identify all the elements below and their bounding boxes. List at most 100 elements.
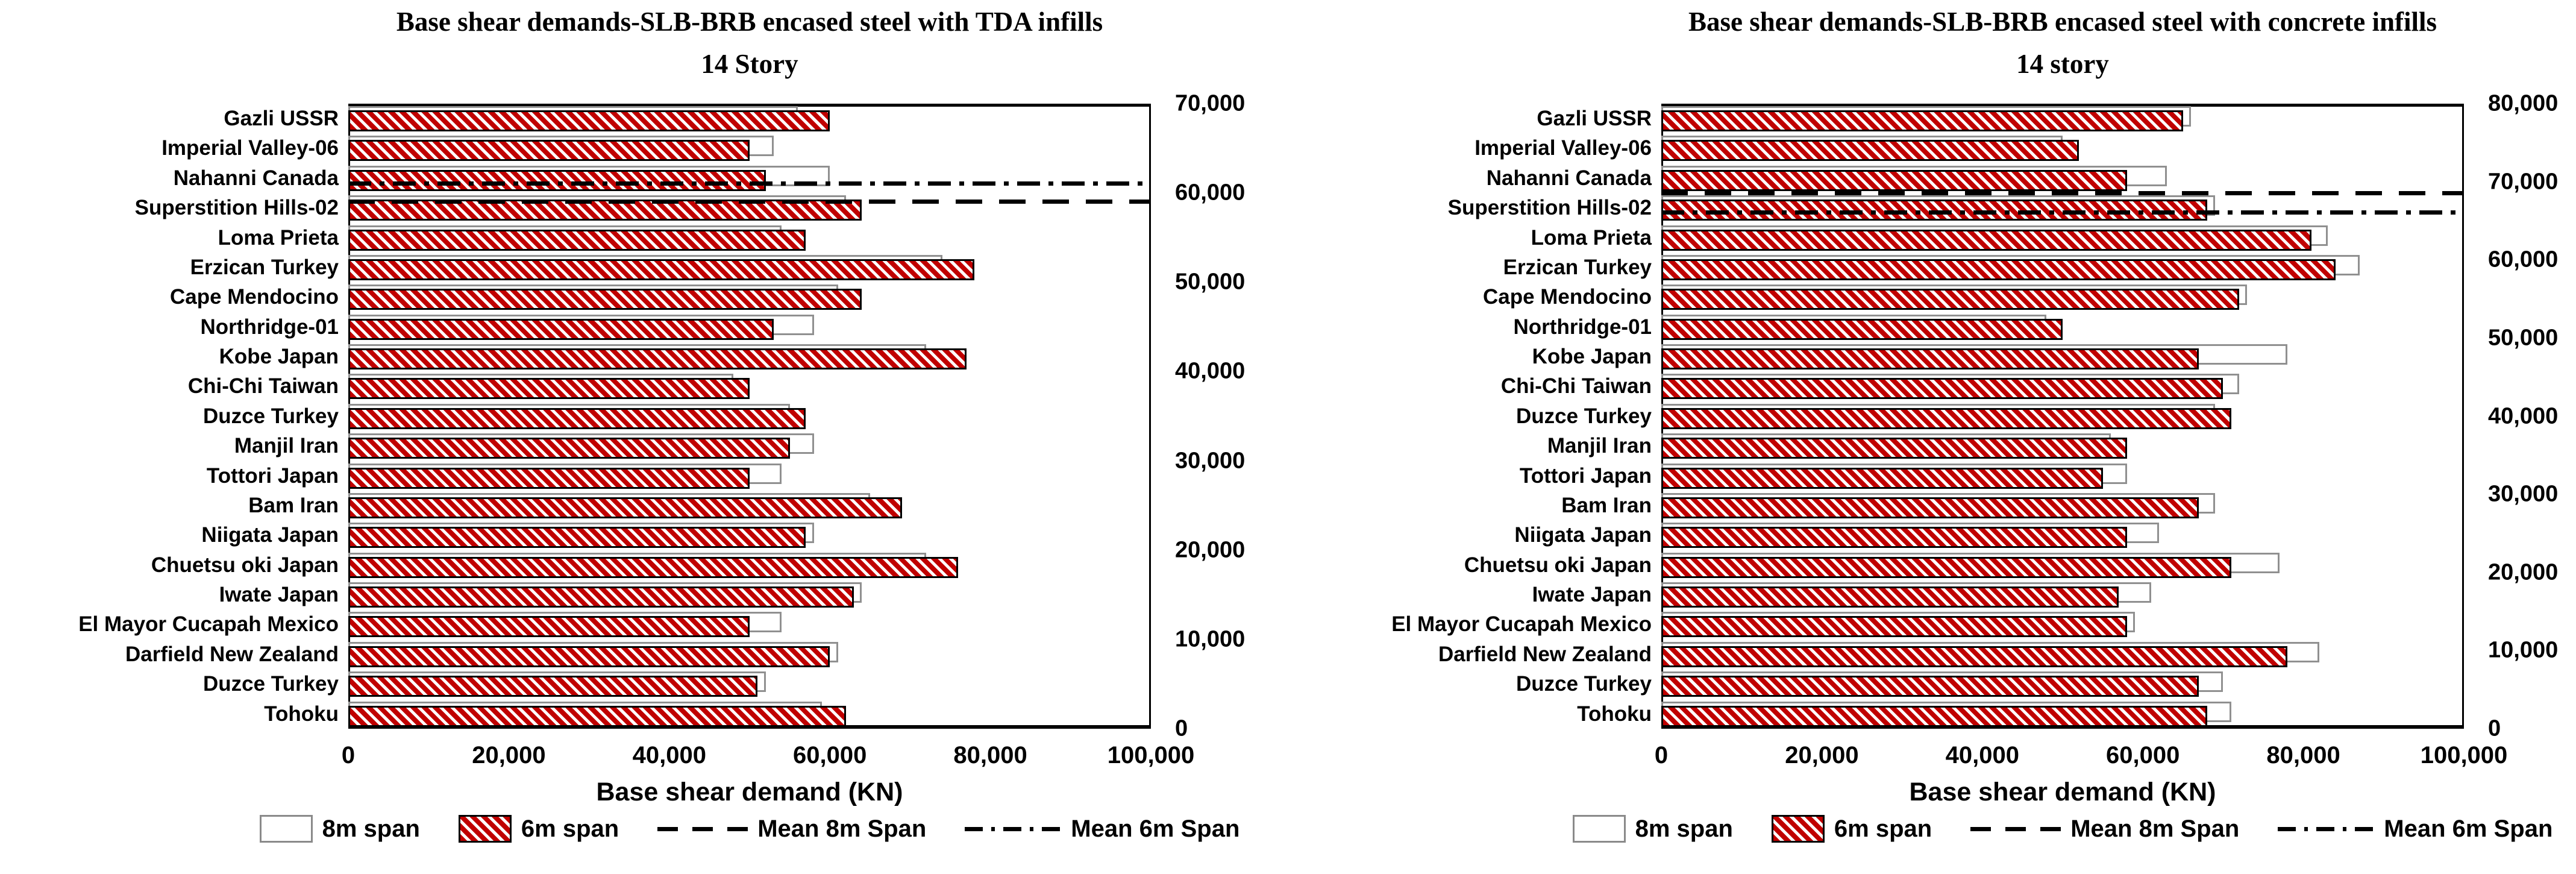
category-label: Kobe Japan: [1532, 345, 1652, 369]
x-axis-title: Base shear demand (KN): [1909, 778, 2216, 806]
category-label: Cape Mendocino: [169, 285, 339, 309]
right-axis-tick-label: 70,000: [2488, 169, 2559, 195]
category-label: Iwate Japan: [1532, 583, 1652, 607]
legend-item-6m-span: 6m span: [458, 815, 619, 843]
right-axis-tick-label: 30,000: [1175, 448, 1246, 474]
bar-6m-span: [348, 348, 967, 370]
category-label: Kobe Japan: [219, 345, 339, 369]
bar-6m-span: [348, 438, 790, 459]
category-label: Duzce Turkey: [1516, 404, 1652, 428]
legend-label-mean-8m: Mean 8m Span: [2070, 815, 2240, 842]
bar-6m-span: [348, 229, 806, 251]
legend-item-6m-span: 6m span: [1771, 815, 1932, 843]
legend-dash-dot-line-icon: [2278, 826, 2375, 831]
bar-6m-span: [348, 556, 959, 578]
category-label: Nahanni Canada: [173, 166, 339, 190]
bar-6m-span: [348, 497, 903, 518]
legend-label-6m-span: 6m span: [521, 815, 619, 842]
category-label: Erzican Turkey: [1503, 255, 1652, 279]
bar-6m-span: [1661, 438, 2127, 459]
right-axis-tick-label: 70,000: [1175, 90, 1246, 116]
right-axis-tick-label: 80,000: [2488, 90, 2559, 116]
category-label: Manjil Iran: [1547, 434, 1652, 458]
bar-6m-span: [348, 259, 974, 280]
legend: 8m span 6m span Mean 8m Span Mean 6m Spa…: [1572, 815, 2552, 843]
category-label: Loma Prieta: [218, 225, 339, 250]
right-axis-tick-label: 40,000: [1175, 358, 1246, 384]
x-axis-tick-label: 80,000: [2266, 742, 2340, 769]
right-axis-tick-label: 10,000: [1175, 626, 1246, 652]
category-label: Duzce Turkey: [1516, 672, 1652, 696]
legend-swatch-8m-span: [1572, 815, 1626, 843]
right-axis-tick-label: 60,000: [2488, 247, 2559, 272]
bar-6m-span: [1661, 705, 2207, 727]
chart-subtitle: 14 story: [2016, 49, 2109, 79]
bar-6m-span: [348, 586, 854, 608]
right-axis-tick-label: 50,000: [1175, 269, 1246, 295]
x-axis-tick-label: 20,000: [1785, 742, 1859, 769]
bar-6m-span: [348, 407, 806, 429]
category-label: Niigata Japan: [1514, 523, 1652, 547]
category-label: Chi-Chi Taiwan: [187, 374, 339, 398]
legend-label-mean-6m: Mean 6m Span: [1071, 815, 1240, 842]
bar-6m-span: [1661, 378, 2223, 400]
category-label: Imperial Valley-06: [1474, 136, 1652, 160]
category-label: Duzce Turkey: [203, 404, 339, 428]
chart-subtitle: 14 Story: [701, 49, 798, 79]
chart-title: Base shear demands-SLB-BRB encased steel…: [396, 7, 1103, 37]
legend-label-mean-6m: Mean 6m Span: [2384, 815, 2553, 842]
mean-6m-span-line: [1661, 210, 2464, 215]
legend-swatch-6m-span: [458, 815, 512, 843]
x-axis-tick-label: 100,000: [1107, 742, 1195, 769]
category-label: Northridge-01: [200, 315, 339, 339]
bar-6m-span: [348, 676, 758, 697]
bar-6m-span: [1661, 110, 2183, 131]
legend: 8m span 6m span Mean 8m Span Mean 6m Spa…: [259, 815, 1239, 843]
bar-6m-span: [348, 705, 846, 727]
right-axis-tick-label: 0: [1175, 715, 1188, 741]
category-label: Northridge-01: [1513, 315, 1652, 339]
bar-6m-span: [348, 169, 766, 191]
bar-6m-span: [348, 140, 750, 162]
x-axis-tick-label: 40,000: [1945, 742, 2019, 769]
category-label: Chi-Chi Taiwan: [1500, 374, 1652, 398]
legend-dashed-line-icon: [657, 826, 748, 831]
mean-8m-span-line: [348, 199, 1151, 204]
bar-6m-span: [1661, 200, 2207, 221]
category-label: Niigata Japan: [201, 523, 339, 547]
bar-6m-span: [1661, 586, 2119, 608]
bar-6m-span: [348, 616, 750, 638]
legend-label-mean-8m: Mean 8m Span: [757, 815, 927, 842]
right-axis-tick-label: 20,000: [2488, 559, 2559, 585]
right-axis-tick-label: 60,000: [1175, 180, 1246, 206]
bar-6m-span: [1661, 676, 2199, 697]
category-label: Tohoku: [264, 702, 339, 726]
legend-item-8m-span: 8m span: [1572, 815, 1733, 843]
bar-6m-span: [1661, 646, 2287, 667]
legend-swatch-8m-span: [259, 815, 313, 843]
category-label: Bam Iran: [1561, 493, 1652, 517]
bar-6m-span: [348, 646, 830, 667]
bar-6m-span: [348, 467, 750, 489]
legend-dash-dot-line-icon: [965, 826, 1062, 831]
category-label: Chuetsu oki Japan: [151, 553, 339, 577]
category-label: Gazli USSR: [1537, 107, 1652, 130]
category-label: Cape Mendocino: [1482, 285, 1652, 309]
category-label: Tohoku: [1577, 702, 1652, 726]
category-label: Darfield New Zealand: [1438, 642, 1652, 666]
legend-label-8m-span: 8m span: [322, 815, 420, 842]
category-label: Erzican Turkey: [190, 255, 339, 279]
category-label: El Mayor Cucapah Mexico: [78, 612, 339, 637]
bar-6m-span: [348, 527, 806, 549]
x-axis-tick-label: 0: [1654, 742, 1669, 769]
x-axis-tick-label: 80,000: [953, 742, 1027, 769]
category-label: Tottori Japan: [206, 464, 339, 488]
x-axis-tick-label: 100,000: [2420, 742, 2508, 769]
legend-dashed-line-icon: [1970, 826, 2061, 831]
bar-6m-span: [1661, 527, 2127, 549]
legend-label-8m-span: 8m span: [1635, 815, 1733, 842]
right-axis-tick-label: 30,000: [2488, 481, 2559, 507]
bar-6m-span: [1661, 556, 2231, 578]
